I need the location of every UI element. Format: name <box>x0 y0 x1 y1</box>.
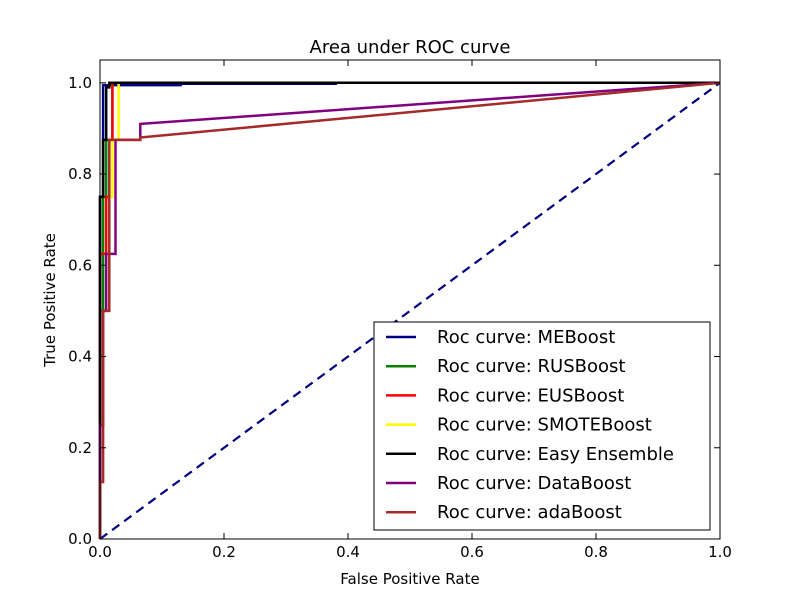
legend-label-eusboost: Roc curve: EUSBoost <box>437 385 624 406</box>
legend-label-easy-ensemble: Roc curve: Easy Ensemble <box>437 444 674 465</box>
series-line-easy-ensemble <box>98 81 720 539</box>
legend-label-adaboost: Roc curve: adaBoost <box>437 502 622 523</box>
y-tick-label: 0.8 <box>68 165 92 183</box>
legend-label-meboost: Roc curve: MEBoost <box>437 327 615 348</box>
x-tick-label: 0.6 <box>460 543 484 561</box>
reference-diagonal-line <box>99 81 721 540</box>
x-tick-label: 0.8 <box>584 543 608 561</box>
reference-layer <box>99 81 721 540</box>
y-tick-label: 0.4 <box>68 348 92 366</box>
y-axis-label: True Positive Rate <box>41 233 59 368</box>
x-tick-label: 0.4 <box>336 543 360 561</box>
chart-title: Area under ROC curve <box>310 37 511 58</box>
y-tick-label: 0.6 <box>68 256 92 274</box>
legend-label-databoost: Roc curve: DataBoost <box>437 473 631 494</box>
legend-label-smoteboost: Roc curve: SMOTEBoost <box>437 415 652 436</box>
x-axis-label: False Positive Rate <box>340 570 479 588</box>
legend-box <box>373 321 711 531</box>
plot-frame <box>99 59 721 540</box>
series-layer <box>98 81 721 539</box>
tick-layer: 0.0 0.2 0.4 0.6 0.8 1.0 0.0 0.2 0.4 0.6 0.8 1.0 <box>68 60 732 561</box>
y-tick-label: 1.0 <box>68 74 92 92</box>
x-tick-label: 1.0 <box>708 543 732 561</box>
x-tick-label: 0.0 <box>88 543 112 561</box>
legend: Roc curve: MEBoost Roc curve: RUSBoost Roc… <box>373 321 711 531</box>
legend-label-rusboost: Roc curve: RUSBoost <box>437 356 625 377</box>
y-tick-label: 0.2 <box>68 439 92 457</box>
series-line-adaboost <box>98 81 721 539</box>
x-tick-label: 0.2 <box>212 543 236 561</box>
y-tick-label: 0.0 <box>68 530 92 548</box>
legend-items: Roc curve: MEBoost Roc curve: RUSBoost Roc… <box>386 327 674 523</box>
